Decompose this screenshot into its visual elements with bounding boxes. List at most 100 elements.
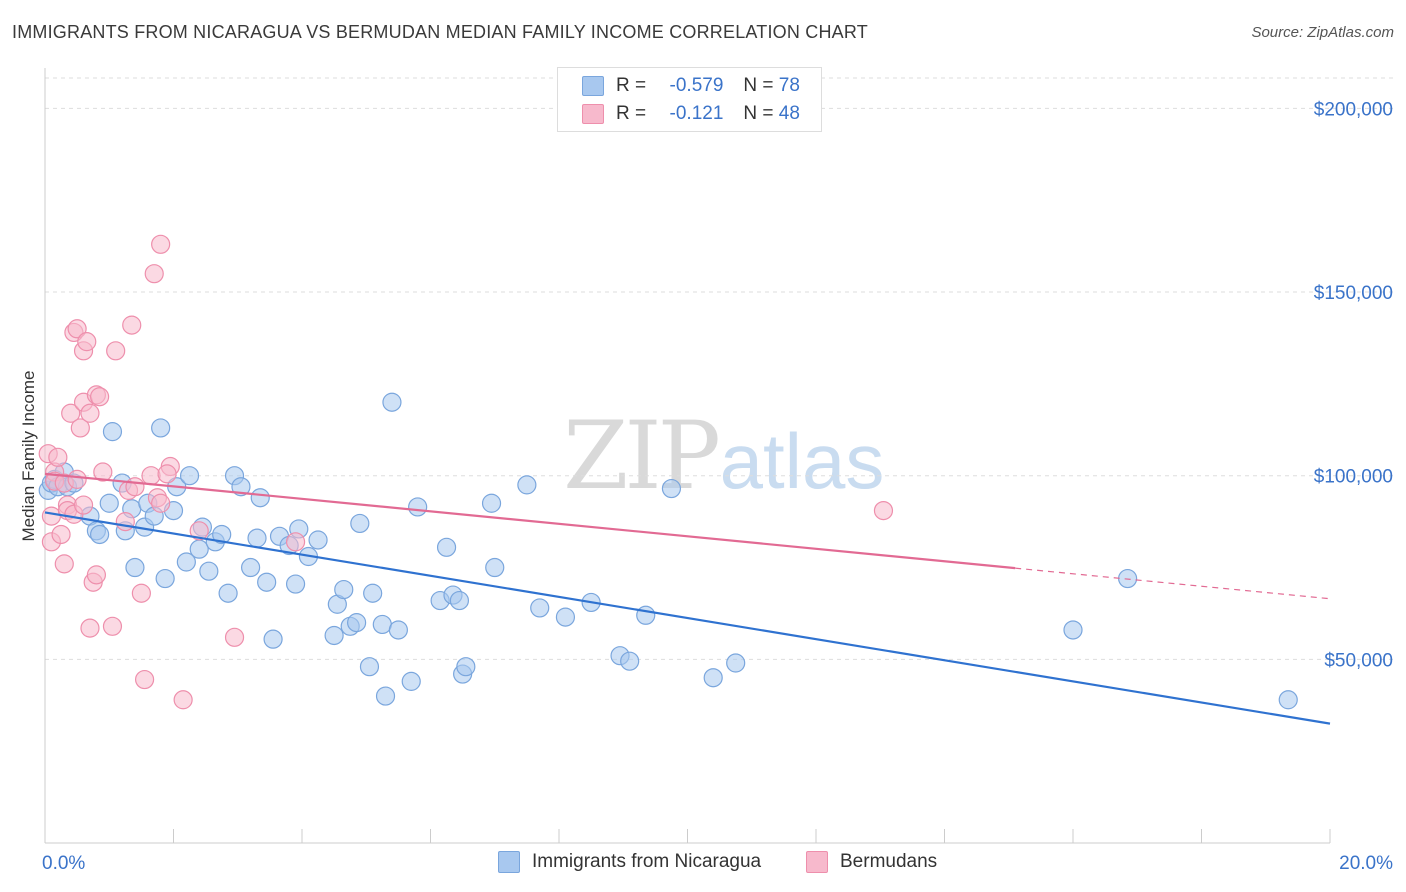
legend-r-value: -0.579	[669, 75, 724, 96]
nicaragua-point	[90, 524, 110, 545]
nicaragua-point	[703, 668, 723, 688]
nicaragua-point	[359, 657, 380, 677]
nicaragua-point	[372, 614, 392, 635]
nicaragua-point	[726, 653, 746, 673]
nicaragua-point	[636, 605, 656, 625]
nicaragua-point	[334, 579, 354, 600]
legend-r-value: -0.121	[669, 103, 724, 124]
y-axis-title: Median Family Income	[19, 370, 38, 541]
nicaragua-point	[155, 568, 175, 589]
x-axis-labels: 0.0% 20.0%	[42, 853, 1393, 874]
series-bermudans-points	[38, 234, 894, 710]
x-tick-label: 0.0%	[42, 853, 85, 874]
nicaragua-point	[285, 574, 306, 594]
y-tick-label: $100,000	[1314, 467, 1393, 488]
y-tick-label: $150,000	[1314, 283, 1393, 304]
nicaragua-point	[250, 488, 270, 508]
bermudans-point	[93, 462, 113, 482]
nicaragua-point	[485, 557, 505, 578]
bermudans-trend-line	[44, 472, 1016, 570]
nicaragua-point	[350, 513, 370, 534]
nicaragua-point	[530, 598, 550, 618]
bermudans-point	[80, 403, 100, 423]
bermudans-point	[41, 506, 62, 526]
bermudans-point	[151, 234, 171, 254]
nicaragua-point	[189, 539, 209, 559]
nicaragua-point	[231, 477, 251, 497]
nicaragua-point	[179, 466, 200, 486]
legend-label-bermudans: Bermudans	[840, 851, 938, 872]
y-axis-labels: $50,000 $100,000 $150,000 $200,000	[1314, 99, 1393, 671]
nicaragua-point	[401, 671, 421, 691]
nicaragua-point	[481, 493, 502, 513]
nicaragua-point	[363, 583, 383, 603]
nicaragua-point	[1063, 620, 1083, 640]
nicaragua-point	[347, 613, 367, 633]
legend-label-nicaragua: Immigrants from Nicaragua	[532, 851, 762, 872]
bermudans-point	[73, 495, 94, 515]
bermudans-point	[151, 493, 171, 513]
nicaragua-point	[324, 625, 344, 646]
nicaragua-point	[308, 530, 328, 550]
nicaragua-point	[125, 557, 145, 578]
bermudans-point	[173, 690, 193, 710]
nicaragua-point	[382, 392, 402, 412]
nicaragua-point	[247, 528, 267, 548]
nicaragua-point	[199, 561, 219, 581]
watermark: ZIP atlas	[563, 402, 884, 511]
bermudans-point	[90, 387, 110, 407]
bermudans-trend-extension	[1015, 567, 1331, 600]
bermudans-point	[115, 512, 135, 532]
nicaragua-point	[436, 537, 457, 557]
nicaragua-point	[151, 418, 171, 438]
bermudans-point	[102, 616, 123, 636]
nicaragua-point	[555, 607, 576, 627]
nicaragua-point	[456, 657, 476, 677]
legend-row-nicaragua: R = -0.579 N = 78	[582, 74, 800, 98]
bermudans-point	[157, 464, 177, 484]
y-tick-label: $50,000	[1324, 650, 1393, 671]
bermudans-point	[144, 264, 164, 284]
bermudans-point	[285, 532, 306, 552]
legend-row-bermudans: R = -0.121 N = 48	[582, 102, 800, 126]
bermudans-point	[77, 332, 97, 352]
bermudans-point	[134, 669, 155, 690]
bermudans-point	[873, 500, 894, 521]
bermudans-point	[51, 524, 71, 545]
legend-item-nicaragua[interactable]: Immigrants from Nicaragua	[498, 851, 761, 873]
nicaragua-point	[263, 629, 283, 649]
nicaragua-point	[375, 686, 396, 706]
bermudans-point	[141, 466, 161, 486]
bermudans-point	[122, 315, 142, 335]
nicaragua-point	[1278, 690, 1298, 710]
nicaragua-trend-line	[44, 511, 1331, 725]
bermudans-point	[67, 319, 87, 339]
nicaragua-point	[408, 497, 428, 517]
bermudans-point	[70, 418, 90, 438]
legend-r-label: R =	[616, 103, 647, 124]
bermudans-point	[189, 521, 209, 541]
nicaragua-point	[99, 493, 119, 513]
chart-title: IMMIGRANTS FROM NICARAGUA VS BERMUDAN ME…	[12, 22, 868, 42]
bermudans-point	[106, 341, 126, 361]
y-tick-label: $200,000	[1314, 99, 1393, 120]
legend-n-label: N =	[743, 103, 774, 124]
legend-item-bermudans[interactable]: Bermudans	[806, 851, 937, 873]
legend-swatch-pink	[806, 851, 828, 873]
x-tick-label: 20.0%	[1339, 853, 1393, 874]
bermudans-point	[86, 565, 107, 585]
nicaragua-point	[620, 651, 640, 671]
legend-n-value: 48	[778, 103, 800, 124]
bermudans-point	[131, 583, 151, 603]
nicaragua-point	[176, 552, 196, 572]
nicaragua-point	[102, 422, 123, 442]
legend-swatch-blue	[582, 76, 604, 96]
stats-legend: R = -0.579 N = 78 R = -0.121 N = 48	[557, 67, 822, 132]
watermark-zip: ZIP	[563, 402, 717, 511]
bermudans-point	[54, 554, 74, 574]
nicaragua-point	[517, 475, 537, 495]
legend-r-label: R =	[616, 75, 647, 96]
series-legend: Immigrants from Nicaragua Bermudans	[0, 851, 1406, 877]
legend-n-label: N =	[743, 75, 774, 96]
